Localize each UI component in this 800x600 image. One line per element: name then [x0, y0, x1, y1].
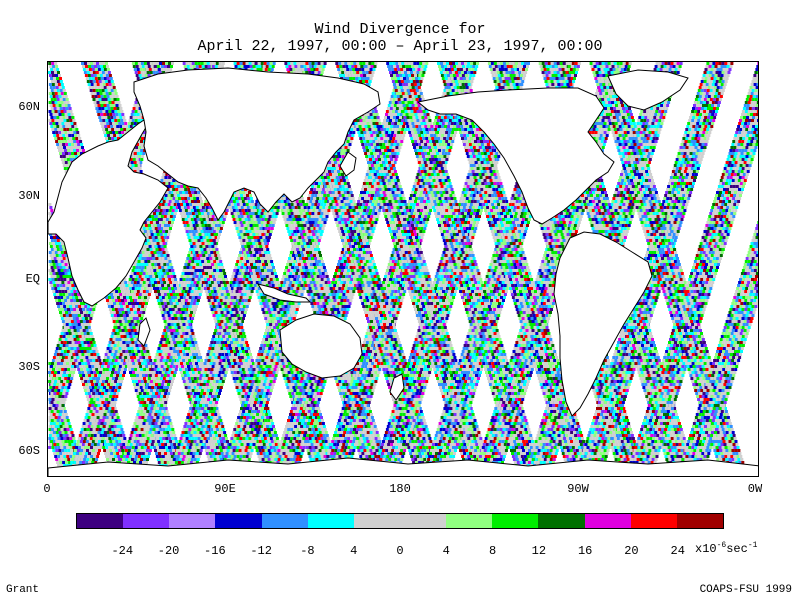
map-title-line-2: April 22, 1997, 00:00 – April 23, 1997, … — [0, 39, 800, 55]
color-scale-label: -12 — [250, 544, 272, 558]
color-scale-label: 16 — [578, 544, 592, 558]
lon-label-0w: 0W — [748, 482, 762, 496]
lat-label-30s: 30S — [18, 360, 40, 374]
lon-label-180: 180 — [389, 482, 411, 496]
color-swatch — [631, 514, 677, 528]
color-scale-label: -24 — [111, 544, 133, 558]
color-swatch — [585, 514, 631, 528]
lon-label-90e: 90E — [214, 482, 236, 496]
color-swatch — [123, 514, 169, 528]
author-credit: Grant — [6, 584, 39, 596]
color-scale-label: -16 — [204, 544, 226, 558]
color-scale-label: 4 — [443, 544, 450, 558]
organization-credit: COAPS-FSU 1999 — [700, 584, 792, 596]
color-scale-label: 20 — [624, 544, 638, 558]
lat-label-60s: 60S — [18, 444, 40, 458]
map-canvas — [48, 62, 759, 477]
color-scale-label: -8 — [300, 544, 314, 558]
color-scale-label: 24 — [671, 544, 685, 558]
color-swatch — [77, 514, 123, 528]
lat-label-60n: 60N — [18, 100, 40, 114]
color-swatch — [215, 514, 261, 528]
wind-divergence-map — [47, 61, 759, 477]
lat-label-30n: 30N — [18, 189, 40, 203]
color-swatch — [492, 514, 538, 528]
color-swatch — [262, 514, 308, 528]
color-scale-legend — [76, 513, 724, 529]
color-scale-label: 8 — [489, 544, 496, 558]
color-swatch — [400, 514, 446, 528]
units-label: x10-6sec-1 — [695, 541, 757, 556]
color-swatch — [446, 514, 492, 528]
color-scale-label: 0 — [396, 544, 403, 558]
color-scale-label: 12 — [532, 544, 546, 558]
map-title-line-1: Wind Divergence for — [0, 22, 800, 38]
color-swatch — [354, 514, 400, 528]
units-seconds-exponent: -1 — [748, 541, 758, 550]
lon-label-0: 0 — [43, 482, 50, 496]
color-swatch — [169, 514, 215, 528]
units-exponent: -6 — [717, 541, 727, 550]
units-seconds: sec — [726, 542, 748, 556]
color-scale-label: 4 — [350, 544, 357, 558]
color-scale-label: -20 — [158, 544, 180, 558]
lat-label-eq: EQ — [26, 272, 40, 286]
color-swatch — [677, 514, 723, 528]
color-swatch — [308, 514, 354, 528]
lon-label-90w: 90W — [567, 482, 589, 496]
color-swatch — [538, 514, 584, 528]
units-base: x10 — [695, 542, 717, 556]
